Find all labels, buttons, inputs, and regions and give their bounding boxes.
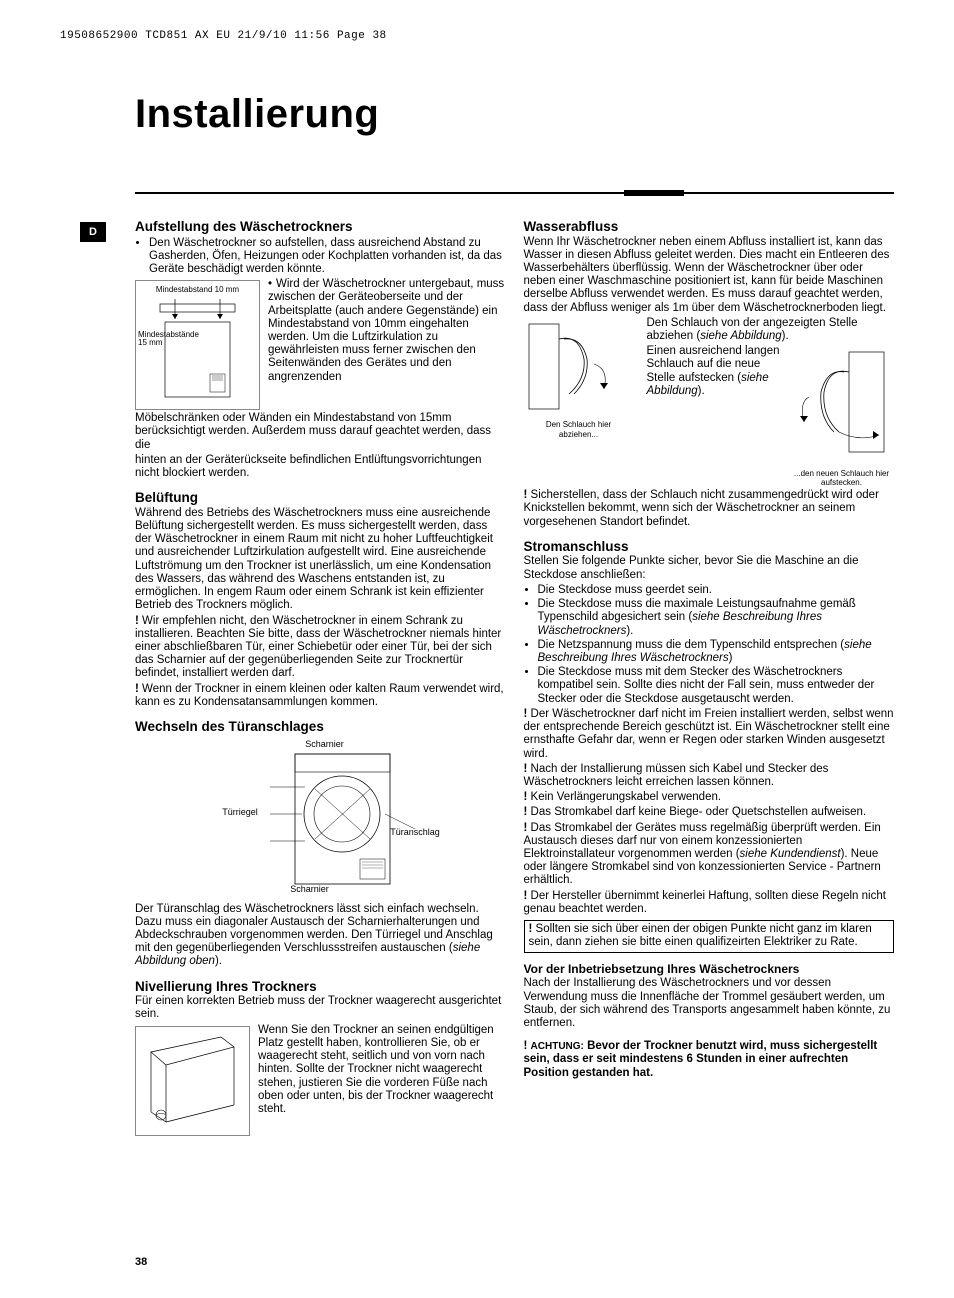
strom-p11: ! Der Hersteller übernimmt keinerlei Haf…	[524, 890, 895, 916]
figure-level	[135, 1026, 250, 1136]
heading-stromanschluss: Stromanschluss	[524, 539, 895, 555]
strom-li3: Die Netzspannung muss die dem Typenschil…	[538, 639, 895, 665]
tueranschlag-text: Der Türanschlag des Wäschetrockners läss…	[135, 903, 506, 969]
content-columns: Aufstellung des Wäschetrockners Den Wäsc…	[135, 219, 894, 1138]
strom-list: Die Steckdose muss geerdet sein. Die Ste…	[524, 584, 895, 706]
inbetrieb-text: Nach der Installierung des Wäschetrockne…	[524, 977, 895, 1030]
left-column: Aufstellung des Wäschetrockners Den Wäsc…	[135, 219, 506, 1138]
strom-li4: Die Steckdose muss mit dem Stecker des W…	[538, 666, 895, 706]
strom-p9: ! Das Stromkabel darf keine Biege- oder …	[524, 806, 895, 819]
figure-drain2: ...den neuen Schlauch hier aufstecken.	[789, 347, 894, 487]
fig-label-top: Mindestabstand 10 mm	[140, 285, 255, 294]
heading-tueranschlag: Wechseln des Türanschlages	[135, 719, 506, 735]
strom-p7: ! Nach der Installierung müssen sich Kab…	[524, 763, 895, 789]
drain2-caption: ...den neuen Schlauch hier aufstecken.	[789, 469, 894, 487]
strom-li2: Die Steckdose muss die maximale Leistung…	[538, 598, 895, 638]
achtung-para: ! ACHTUNG: Bevor der Trockner benutzt wi…	[524, 1040, 895, 1080]
nivellierung-intro: Für einen korrekten Betrieb muss der Tro…	[135, 995, 506, 1021]
belueftung-p3: ! Wenn der Trockner in einem kleinen ode…	[135, 683, 506, 709]
aufstellung-p2: Wird der Wäschetrockner untergebaut, mus…	[268, 278, 504, 383]
door-svg	[210, 739, 430, 899]
horizontal-rule	[135, 192, 894, 194]
belueftung-p2: ! Wir empfehlen nicht, den Wäschetrockne…	[135, 615, 506, 681]
print-header: 19508652900 TCD851 AX EU 21/9/10 11:56 P…	[60, 30, 914, 42]
fig-label-side: Mindestabstände 15 mm	[138, 331, 183, 347]
drain2-svg	[789, 347, 894, 457]
heading-wasserabfluss: Wasserabfluss	[524, 219, 895, 235]
heading-belueftung: Belüftung	[135, 490, 506, 506]
language-tab: D	[80, 222, 106, 242]
page-number: 38	[135, 1256, 147, 1268]
level-svg	[136, 1027, 249, 1135]
strom-p8: ! Kein Verlängerungskabel verwenden.	[524, 791, 895, 804]
drain1-svg	[524, 319, 639, 414]
figure-placement: Mindestabstand 10 mm Mindestabstände 15 …	[135, 280, 260, 410]
belueftung-p1: Während des Betriebs des Wäschetrockners…	[135, 507, 506, 613]
aufstellung-p2c: hinten an der Geräterückseite befindlich…	[135, 454, 506, 480]
page-title: Installierung	[135, 92, 914, 137]
aufstellung-bullet: Den Wäschetrockner so aufstellen, dass a…	[149, 237, 506, 277]
strom-intro: Stellen Sie folgende Punkte sicher, bevo…	[524, 555, 895, 581]
heading-aufstellung: Aufstellung des Wäschetrockners	[135, 219, 506, 235]
figure-door: Scharnier Türriegel Türanschlag Scharnie…	[210, 739, 430, 899]
figure-drain1: Den Schlauch hier abziehen...	[524, 319, 639, 439]
warning-box: ! Sollten sie sich über einen der obigen…	[524, 920, 895, 952]
fig-label-tueranschlag: Türanschlag	[390, 827, 440, 837]
right-column: Wasserabfluss Wenn Ihr Wäschetrockner ne…	[524, 219, 895, 1138]
fig-label-scharnier1: Scharnier	[305, 739, 344, 749]
placement-svg	[140, 294, 255, 404]
heading-inbetrieb: Vor der Inbetriebsetzung Ihres Wäschetro…	[524, 963, 895, 977]
aufstellung-p2b: Möbelschränken oder Wänden ein Mindestab…	[135, 412, 506, 452]
heading-nivellierung: Nivellierung Ihres Trockners	[135, 979, 506, 995]
strom-p10: ! Das Stromkabel der Gerätes muss regelm…	[524, 822, 895, 888]
strom-li1: Die Steckdose muss geerdet sein.	[538, 584, 895, 597]
wasser-p1: Wenn Ihr Wäschetrockner neben einem Abfl…	[524, 236, 895, 315]
fig-label-scharnier2: Scharnier	[290, 884, 329, 894]
fig-label-tuerriegel: Türriegel	[222, 807, 258, 817]
strom-p6: ! Der Wäschetrockner darf nicht im Freie…	[524, 708, 895, 761]
wasser-p4: ! Sicherstellen, dass der Schlauch nicht…	[524, 489, 895, 529]
drain1-caption: Den Schlauch hier abziehen...	[534, 420, 624, 438]
